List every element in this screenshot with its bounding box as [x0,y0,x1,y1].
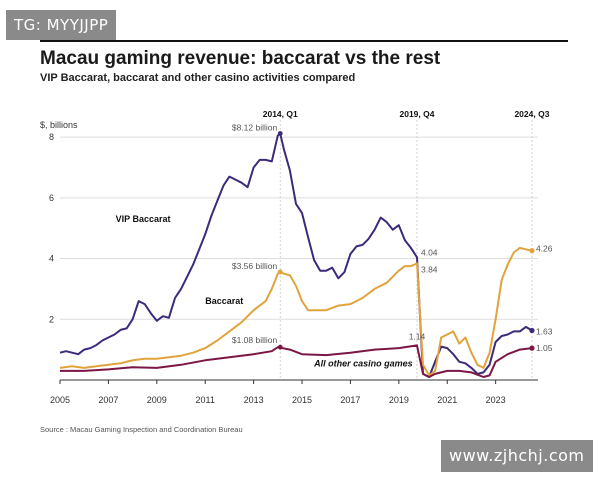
peak-point-other [277,344,283,350]
x-tick-label: 2013 [244,395,264,405]
value-annotation: $8.12 billion [232,122,278,132]
series-line-baccarat [59,246,533,377]
x-tick-label: 2005 [50,395,70,405]
chart-labels: $8.12 billion $3.56 billion $1.08 billion 1… [116,122,553,368]
axes: 2 4 6 8 $, billions 2005 2007 2009 2011 2013 2015 2… [40,120,538,405]
series-endpoint-vip [529,327,535,334]
y-tick-label: 2 [49,314,54,324]
y-tick-label: 6 [49,193,54,203]
value-annotation: $3.56 billion [232,261,278,271]
source-note: Source : Macau Gaming Inspection and Coo… [40,425,243,434]
x-tick-label: 2015 [292,395,312,405]
value-annotation: 4.04 [421,247,438,257]
x-tick-label: 2011 [196,395,215,405]
series-line-vip [59,132,533,378]
series-label-vip: VIP Baccarat [116,214,171,224]
value-annotation: $1.08 billion [232,335,278,345]
value-annotation: 1.05 [536,343,553,353]
y-tick-label: 4 [49,254,54,264]
series-label-baccarat: Baccarat [205,296,243,306]
y-tick-label: 8 [49,132,54,142]
title-rule [40,40,568,42]
series-endpoint-baccarat [529,248,535,254]
series-endpoint-other [529,345,535,351]
event-label: 2014, Q1 [263,109,298,119]
series-lines [59,131,535,378]
y-axis-label: $, billions [40,120,78,130]
value-annotation: 1.63 [536,327,553,337]
x-tick-label: 2007 [98,395,118,405]
x-tick-label: 2019 [389,395,409,405]
event-label: 2024, Q3 [514,109,549,119]
x-tick-label: 2023 [486,395,506,405]
x-tick-label: 2017 [340,395,360,405]
watermark-top: TG: MYYJJPP [6,10,117,40]
value-annotation: 4.26 [536,244,553,254]
peak-point-baccarat [277,269,283,275]
value-annotation: 1.14 [409,331,426,341]
series-line-other [60,344,533,378]
chart-title: Macau gaming revenue: baccarat vs the re… [40,48,441,69]
x-tick-label: 2009 [147,395,167,405]
series-label-other: All other casino games [313,358,413,368]
watermark-bottom: www.zjhchj.com [441,440,593,472]
peak-point-vip [277,131,283,136]
event-label: 2019, Q4 [399,109,434,119]
grid [60,136,538,320]
x-tick-label: 2021 [437,395,457,405]
event-markers: 2014, Q1 2019, Q4 2024, Q3 [263,109,550,380]
value-annotation: 3.84 [421,264,438,274]
chart-subtitle: VIP Baccarat, baccarat and other casino … [40,72,356,84]
